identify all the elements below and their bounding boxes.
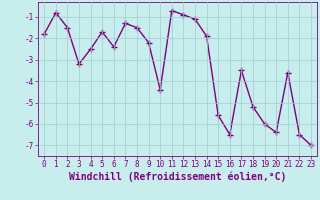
X-axis label: Windchill (Refroidissement éolien,°C): Windchill (Refroidissement éolien,°C) bbox=[69, 172, 286, 182]
